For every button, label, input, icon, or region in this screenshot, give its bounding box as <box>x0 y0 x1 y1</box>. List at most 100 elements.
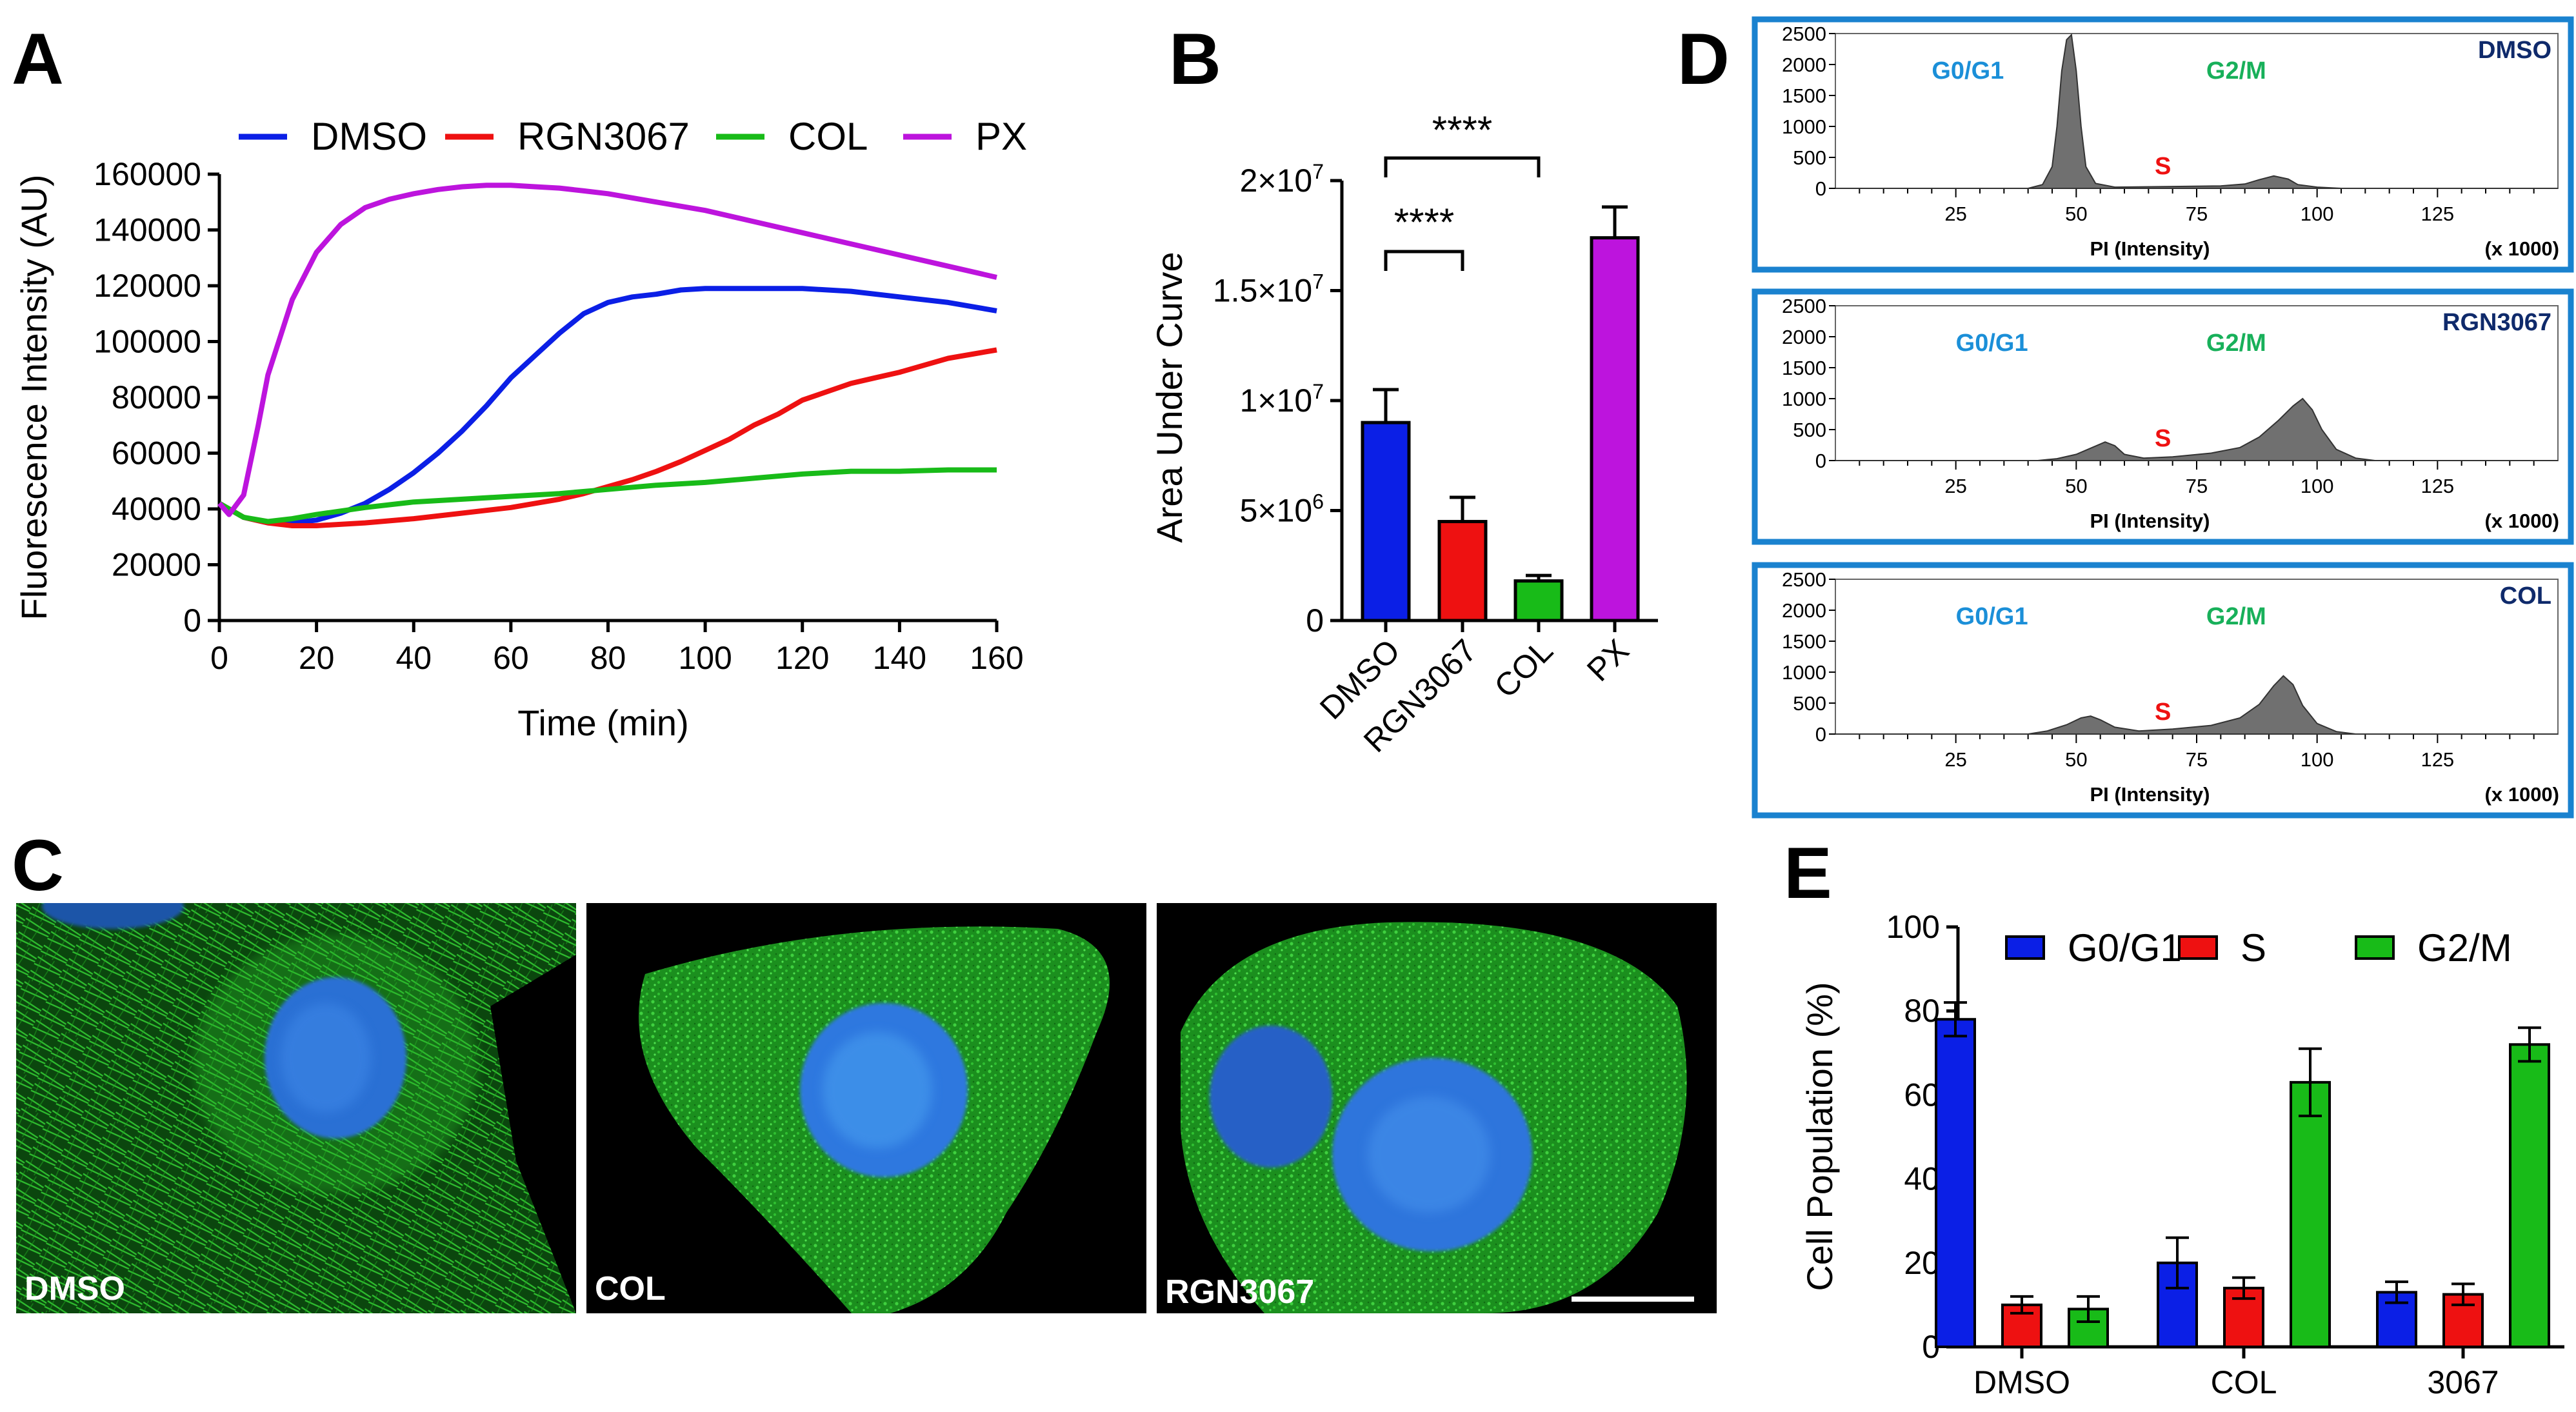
panel-e-y-tick-label: 20 <box>1904 1245 1940 1281</box>
panel-c-micrographs: DMSO COL RGN3067 <box>16 903 1717 1313</box>
histogram-y-tick-label: 1000 <box>1782 388 1826 410</box>
panel-a-series-rgn3067 <box>218 347 997 528</box>
histogram-x-tick-label: 100 <box>2301 748 2334 771</box>
panel-letter-d: D <box>1677 19 1730 99</box>
panel-b-y-tick-label: 5×106 <box>1240 490 1324 529</box>
histogram-g2m-label: G2/M <box>2206 330 2266 357</box>
panel-a-x-label: Time (min) <box>517 702 688 743</box>
histogram-y-tick-label: 500 <box>1793 146 1826 169</box>
panel-a-x-tick-label: 60 <box>493 640 529 676</box>
panel-b-significance-label: **** <box>1432 108 1492 152</box>
histogram-x-tick-label: 50 <box>2065 748 2087 771</box>
panel-a-y-tick-label: 100000 <box>94 324 201 360</box>
histogram-y-tick-label: 1500 <box>1782 85 1826 107</box>
panel-letter-e: E <box>1784 833 1832 913</box>
micrograph-label-rgn3067: RGN3067 <box>1165 1273 1314 1311</box>
histogram-distribution <box>1835 33 2558 189</box>
panel-a-legend-label-rgn3067: RGN3067 <box>517 115 690 158</box>
panel-e-legend-swatch-g2m <box>2355 935 2395 960</box>
panel-a-legend-label-px: PX <box>975 115 1027 158</box>
panel-a-x-tick-label: 140 <box>873 640 926 676</box>
panel-letter-c: C <box>12 825 64 906</box>
panel-e-x-tick-label: 3067 <box>2427 1364 2499 1400</box>
histogram-scale-note: (x 1000) <box>2485 510 2559 532</box>
histogram-y-tick-label: 500 <box>1793 419 1826 441</box>
histogram-g0g1-label: G0/G1 <box>1932 57 2004 85</box>
panel-a-series <box>217 183 997 528</box>
panel-a-x-tick-label: 120 <box>775 640 829 676</box>
panel-b-significance-label: **** <box>1394 201 1454 244</box>
panel-e-bar-3067-g2m <box>2509 1043 2550 1349</box>
panel-b-y-tick-label: 0 <box>1306 602 1324 639</box>
rgn3067-nucleus-small <box>1210 1026 1332 1168</box>
panel-b-y-tick-label: 1×107 <box>1240 380 1324 419</box>
micrograph-label-dmso: DMSO <box>25 1270 125 1308</box>
histogram-y-tick-label: 1500 <box>1782 357 1826 379</box>
panel-e-legend-label-s: S <box>2241 926 2266 970</box>
micrograph-dmso: DMSO <box>16 903 576 1313</box>
histogram-y-tick-label: 2000 <box>1782 54 1826 76</box>
panel-a-x-tick-label: 80 <box>590 640 626 676</box>
panel-a-y-tick-label: 160000 <box>94 156 201 192</box>
panel-b-bar-rgn3067 <box>1437 520 1488 622</box>
panel-a-x-tick-label: 20 <box>299 640 335 676</box>
panel-b-y-tick-label: 2×107 <box>1240 160 1324 199</box>
histogram-x-tick-label: 100 <box>2301 203 2334 225</box>
histogram-x-tick-label: 100 <box>2301 475 2334 497</box>
histogram-condition-tag: COL <box>2500 582 2551 610</box>
panel-e-bar-dmso-g0g1 <box>1935 1018 1976 1348</box>
panel-a-legend-label-col: COL <box>788 115 868 158</box>
panel-e-x-tick-label: DMSO <box>1973 1364 2070 1400</box>
histogram-x-tick-label: 50 <box>2065 203 2087 225</box>
histogram-dmso: 25 50 75 100 125 0 500 1000 1500 2000 2500 PI (Inte… <box>1752 16 2574 273</box>
panel-a-x-tick-label: 100 <box>678 640 732 676</box>
panel-e-y-tick-label: 100 <box>1886 909 1940 945</box>
histogram-y-tick-label: 0 <box>1815 177 1826 200</box>
panel-b-x-tick-label: PX <box>1580 632 1636 688</box>
histogram-x-tick-label: 75 <box>2186 748 2208 771</box>
histogram-x-label: PI (Intensity) <box>2090 783 2210 806</box>
panel-a-series-col <box>218 467 997 524</box>
histogram-g0g1-label: G0/G1 <box>1956 330 2028 357</box>
panel-a-y-tick-label: 80000 <box>112 379 201 415</box>
dmso-neighbor-nucleus <box>42 903 184 929</box>
histogram-frame <box>1752 16 2574 273</box>
histogram-y-tick-label: 1500 <box>1782 630 1826 653</box>
histogram-x-tick-label: 75 <box>2186 203 2208 225</box>
panel-e-y-tick-label: 40 <box>1904 1161 1940 1197</box>
panel-letter-a: A <box>12 19 64 99</box>
panel-a-y-tick-label: 140000 <box>94 212 201 248</box>
histogram-x-tick-label: 75 <box>2186 475 2208 497</box>
panel-a-y-tick-label: 60000 <box>112 435 201 472</box>
panel-b-significance-bracket <box>1384 250 1464 271</box>
histogram-y-tick-label: 0 <box>1815 723 1826 746</box>
histogram-s-label: S <box>2155 699 2171 726</box>
panel-b-significance-bracket <box>1384 156 1541 177</box>
histogram-y-tick-label: 2500 <box>1782 568 1826 591</box>
histogram-x-tick-label: 25 <box>1944 748 1966 771</box>
panel-e-legend-label-g0g1: G0/G1 <box>2068 926 2182 970</box>
panel-a-line-chart: DMSO RGN3067 COL PX 0 20 40 60 80 100 120 140 160 0 2… <box>14 115 1027 743</box>
panel-b-y-tick-label: 1.5×107 <box>1213 270 1324 309</box>
panel-b-bar-col <box>1513 579 1564 622</box>
histogram-y-tick-label: 0 <box>1815 450 1826 472</box>
histogram-col: 25 50 75 100 125 0 500 1000 1500 2000 2500 PI (Inte… <box>1752 562 2574 819</box>
panel-e-y-tick-label: 60 <box>1904 1077 1940 1113</box>
panel-a-y-tick-label: 0 <box>183 602 201 639</box>
panel-b-bar-px <box>1590 236 1640 622</box>
panel-e-y-label: Cell Population (%) <box>1799 982 1840 1291</box>
panel-letter-b: B <box>1169 19 1221 99</box>
panel-a-x-tick-label: 160 <box>970 640 1023 676</box>
panel-a-series-dmso <box>218 286 997 526</box>
histogram-g0g1-label: G0/G1 <box>1956 603 2028 630</box>
panel-b-x-tick-label: COL <box>1487 632 1559 704</box>
histogram-s-label: S <box>2155 153 2171 180</box>
histogram-x-tick-label: 125 <box>2421 748 2454 771</box>
histogram-distribution <box>1835 397 2558 461</box>
scale-bar <box>1572 1297 1694 1302</box>
histogram-x-tick-label: 125 <box>2421 475 2454 497</box>
